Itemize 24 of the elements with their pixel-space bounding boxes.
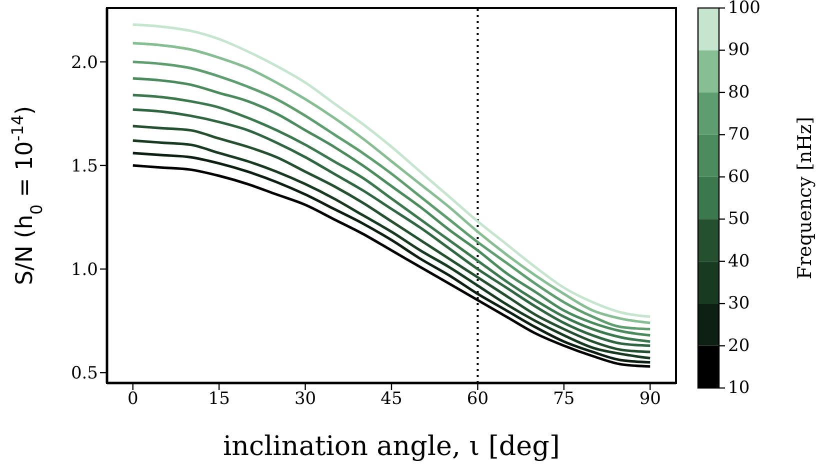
colorbar: 10 20 30 40 50 60 70 80 90 100 Frequency [nHz] <box>697 0 821 471</box>
x-tick-label: 15 <box>208 389 230 410</box>
color-bar-label: 100 <box>728 0 760 18</box>
color-bar-label: 50 <box>728 209 750 230</box>
color-bar-label: 10 <box>728 378 750 398</box>
color-bar-label: 30 <box>728 294 750 314</box>
y-tick-label: 1.0 <box>70 260 98 280</box>
color-bar-label: 40 <box>728 251 750 272</box>
x-axis-title: inclination angle, ι [deg] <box>223 431 560 462</box>
color-bar-label: 80 <box>728 82 750 102</box>
x-tick-label: 0 <box>127 389 138 410</box>
x-tick-label: 75 <box>553 389 575 410</box>
color-bar-label: 60 <box>728 166 750 187</box>
color-bar-label: 20 <box>728 336 750 356</box>
color-bar-title: Frequency [nHz] <box>794 116 816 280</box>
x-tick-label: 45 <box>380 389 402 410</box>
x-tick-label: 30 <box>294 389 316 410</box>
x-tick-label: 60 <box>466 389 489 410</box>
x-tick-label: 90 <box>639 389 661 410</box>
color-bar-label: 70 <box>728 124 750 145</box>
color-bar-label: 90 <box>728 40 750 60</box>
y-tick-label: 1.5 <box>70 156 98 176</box>
y-tick-label: 2.0 <box>70 52 98 73</box>
y-tick-label: 0.5 <box>70 364 98 384</box>
